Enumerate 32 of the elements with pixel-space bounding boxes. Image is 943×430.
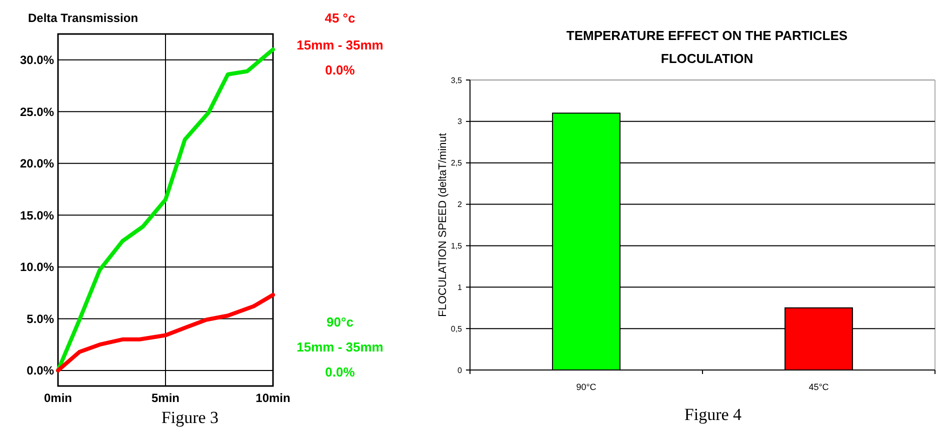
y-tick-label: 3 <box>458 117 463 126</box>
y-tick-label: 5.0% <box>26 312 54 326</box>
caption: Figure 4 <box>684 405 742 424</box>
y-tick-label: 3,5 <box>450 76 463 85</box>
x-tick-label: 0min <box>44 391 72 405</box>
y-tick-label: 0 <box>458 366 463 375</box>
y-tick-label: 1 <box>458 282 463 292</box>
y-tick-label: 0,5 <box>450 324 463 334</box>
text: 15mm - 35mm <box>296 38 384 53</box>
x-tick-label: 90°C <box>576 382 597 392</box>
y-axis-title: FLOCULATION SPEED (deltaT/minut <box>437 133 449 317</box>
caption: Figure 3 <box>161 408 219 427</box>
y-tick-label: 15.0% <box>20 208 54 222</box>
text: 45 °c <box>324 10 356 26</box>
y-tick-label: 2 <box>458 200 463 210</box>
text: 90°c <box>326 314 354 330</box>
y-tick-label: 0.0% <box>26 364 54 378</box>
y-tick-label: 25.0% <box>20 104 54 119</box>
text: 0.0% <box>325 364 356 380</box>
chart-title: TEMPERATURE EFFECT ON THE PARTICLES FLOCULATION <box>566 28 848 66</box>
y-tick-label: 1,5 <box>450 242 463 251</box>
y-tick-label: 2,5 <box>450 158 463 168</box>
x-tick-label: 5min <box>151 391 180 405</box>
x-tick-label: 10min <box>256 391 290 405</box>
text: 15mm - 35mm <box>296 340 384 355</box>
y-tick-label: 10.0% <box>20 260 54 274</box>
chart-title: Delta Transmission <box>28 11 138 25</box>
y-tick-label: 20.0% <box>20 156 54 171</box>
text: 0.0% <box>325 62 356 78</box>
y-tick-label: 30.0% <box>20 53 54 68</box>
line-series <box>56 292 275 372</box>
x-tick-label: 45°C <box>808 382 830 392</box>
